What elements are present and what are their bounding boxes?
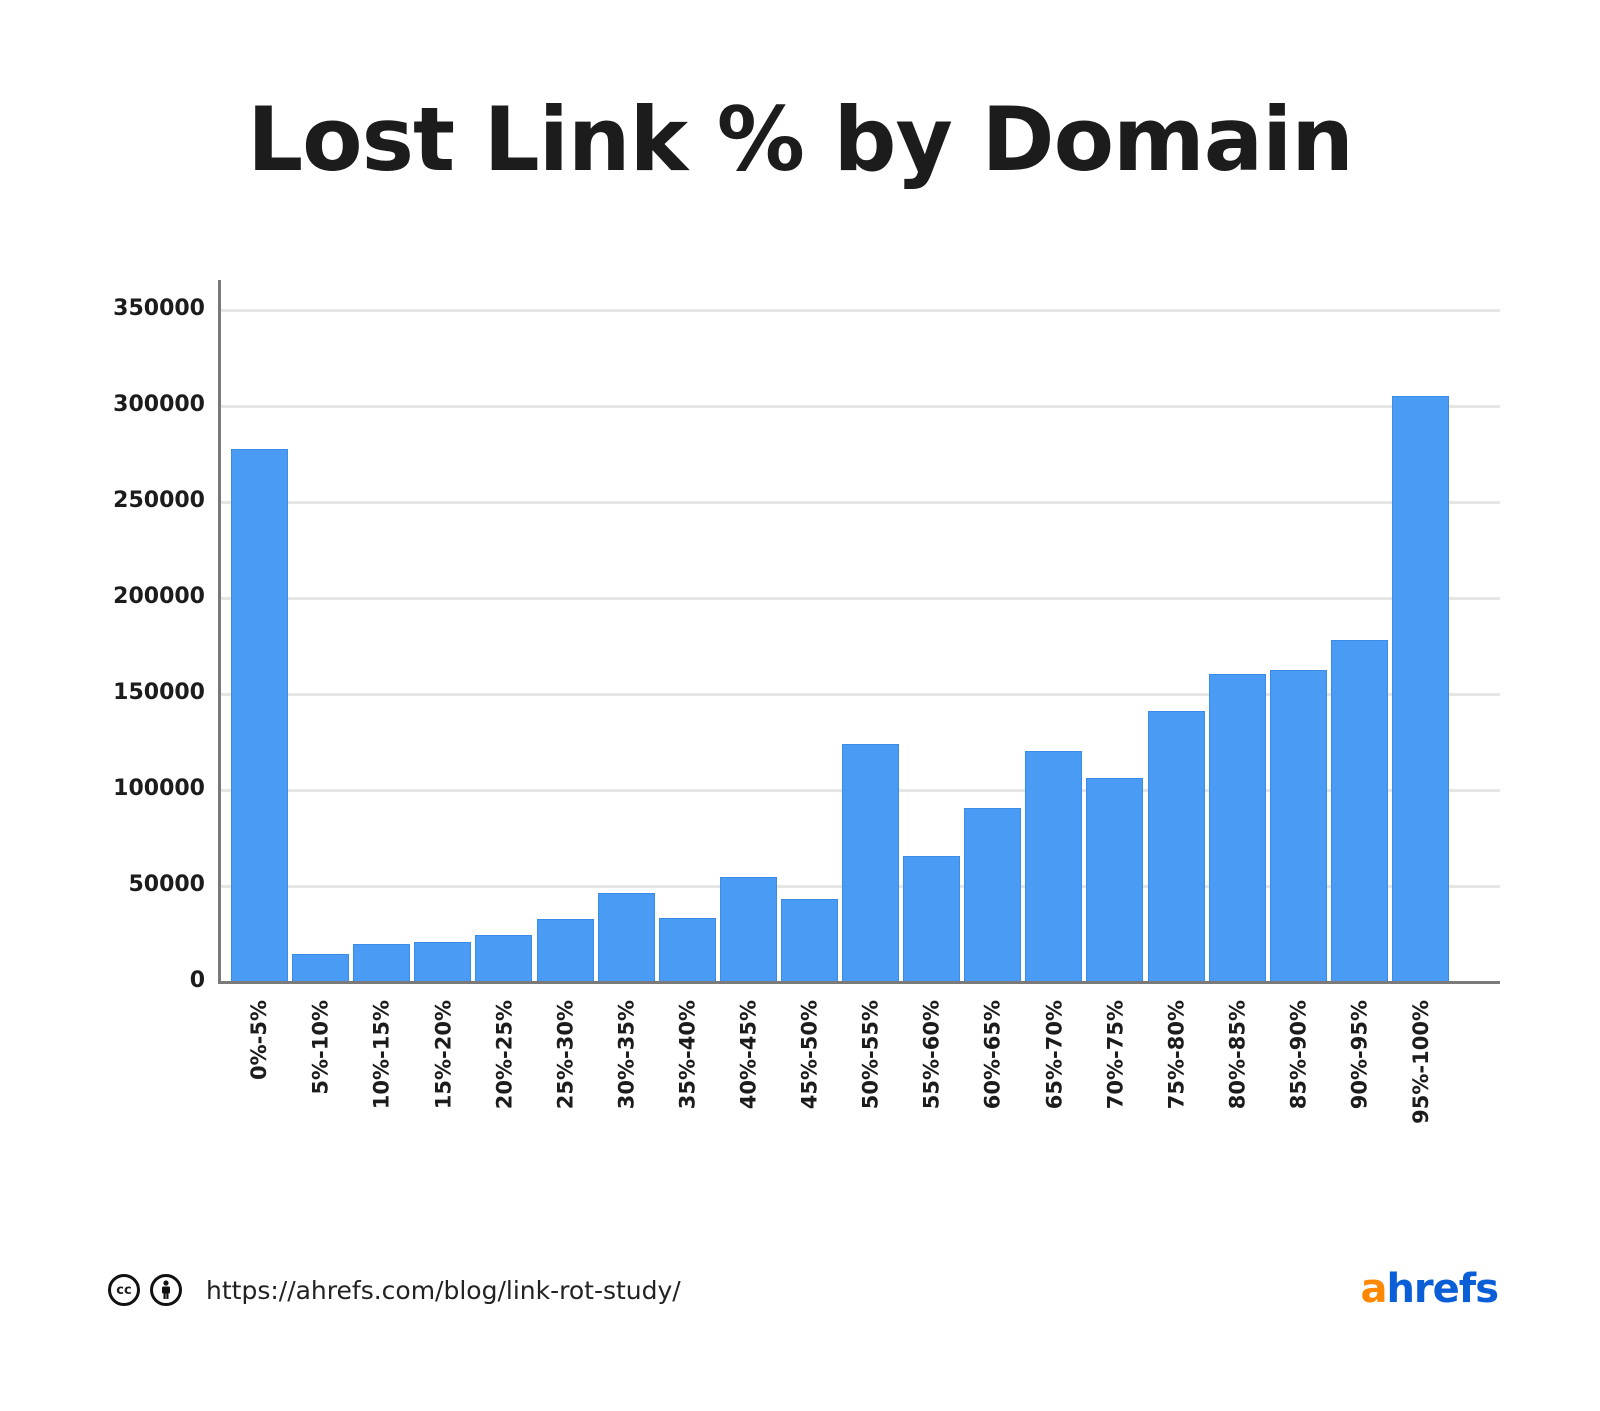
bar-65%-70%	[1025, 751, 1083, 982]
bar-60%-65%	[964, 808, 1022, 982]
bar-50%-55%	[842, 743, 899, 982]
logo-hrefs: hrefs	[1386, 1266, 1499, 1312]
bar-15%-20%	[414, 942, 472, 982]
x-axis-line	[218, 981, 1500, 984]
bar-95%-100%	[1391, 396, 1449, 982]
bar-45%-50%	[780, 899, 838, 982]
gridline	[221, 501, 1500, 504]
gridline	[221, 309, 1500, 312]
bar-55%-60%	[903, 856, 961, 982]
y-tick-label: 250000	[113, 488, 205, 513]
y-tick-label: 0	[189, 968, 205, 993]
logo-a: a	[1360, 1266, 1387, 1312]
gridline	[221, 597, 1500, 600]
bar-90%-95%	[1330, 640, 1388, 982]
chart-title: Lost Link % by Domain	[247, 88, 1354, 191]
gridline	[221, 405, 1500, 408]
attribution-person-icon	[150, 1274, 182, 1306]
bar-80%-85%	[1208, 674, 1266, 982]
bar-5%-10%	[292, 953, 350, 982]
footer: cc https://ahrefs.com/blog/link-rot-stud…	[108, 1274, 681, 1306]
bar-0%-5%	[231, 449, 288, 982]
bar-20%-25%	[475, 934, 533, 982]
bar-85%-90%	[1269, 670, 1327, 982]
y-tick-label: 50000	[128, 872, 205, 897]
bar-40%-45%	[719, 876, 777, 982]
bar-10%-15%	[353, 943, 411, 982]
bar-70%-75%	[1086, 778, 1144, 982]
y-tick-label: 350000	[113, 296, 205, 321]
bar-75%-80%	[1147, 711, 1205, 982]
bar-25%-30%	[536, 919, 594, 982]
ahrefs-logo: ahrefs	[1360, 1266, 1499, 1312]
y-tick-label: 200000	[113, 584, 205, 609]
y-tick-label: 150000	[113, 680, 205, 705]
creative-commons-icon: cc	[108, 1274, 140, 1306]
y-axis-line	[218, 280, 221, 984]
bar-35%-40%	[658, 918, 716, 982]
bar-30%-35%	[597, 892, 655, 982]
gridline	[221, 693, 1500, 696]
y-tick-label: 300000	[113, 392, 205, 417]
y-tick-label: 100000	[113, 776, 205, 801]
source-url-link[interactable]: https://ahrefs.com/blog/link-rot-study/	[206, 1275, 681, 1305]
